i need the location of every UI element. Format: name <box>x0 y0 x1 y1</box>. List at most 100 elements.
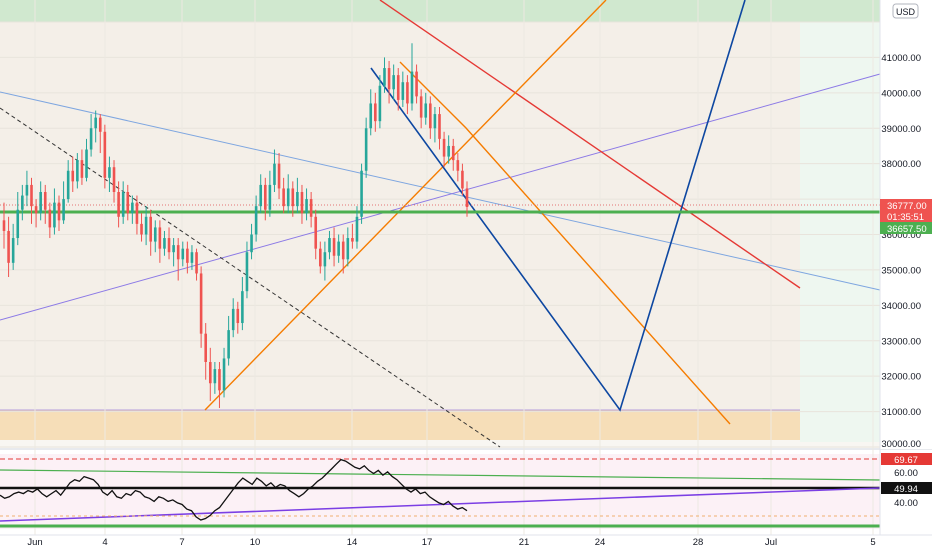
price-tick-label: 32000.00 <box>881 372 921 383</box>
candle-body <box>332 238 336 256</box>
candle-body <box>2 220 6 231</box>
candle-body <box>296 192 299 207</box>
candle-body <box>80 160 84 178</box>
candle-body <box>337 241 340 256</box>
time-label-17: 17 <box>422 537 433 548</box>
candle-body <box>195 252 198 274</box>
countdown-badge <box>880 210 932 222</box>
rsi-pane-background <box>0 454 880 529</box>
candle-body <box>135 202 139 224</box>
candle-body <box>218 369 221 391</box>
candle-body <box>89 128 93 150</box>
rsi-tick-60: 60.00 <box>894 468 918 479</box>
candle-body <box>364 128 368 171</box>
candle-body <box>227 330 230 359</box>
candle-body <box>360 170 363 217</box>
bottom-support-zone <box>0 410 800 440</box>
candle-body <box>57 202 61 221</box>
time-label-24: 24 <box>595 537 606 548</box>
candle-body <box>121 192 125 217</box>
candle-body <box>250 234 253 253</box>
rsi-line <box>0 458 468 521</box>
candle-body <box>103 131 107 178</box>
candle-body <box>62 199 65 221</box>
price-tick-label: 34000.00 <box>881 301 921 312</box>
candle-body <box>53 202 56 228</box>
candle-body <box>268 184 272 210</box>
candle-body <box>208 362 212 384</box>
candle-body <box>305 199 308 214</box>
candle-body <box>222 358 226 391</box>
candle-body <box>43 192 47 210</box>
candle-body <box>153 227 157 242</box>
candle-body <box>461 170 464 189</box>
candle-body <box>76 160 79 182</box>
price-tick-label: 41000.00 <box>881 53 921 64</box>
descending-blue-trendline <box>0 91 881 291</box>
candle-body <box>378 85 382 122</box>
candle-body <box>190 252 194 263</box>
candle-body <box>277 163 281 189</box>
candle-body <box>30 184 33 207</box>
time-label-jul: Jul <box>765 537 777 548</box>
candle-body <box>451 145 455 161</box>
candle-body <box>282 188 285 207</box>
candle-body <box>199 273 203 334</box>
price-tick-label: 38000.00 <box>881 159 921 170</box>
candle-body <box>172 245 175 253</box>
candle-body <box>396 75 400 100</box>
candle-body <box>126 192 130 214</box>
candle-body <box>346 238 350 260</box>
candle-body <box>254 206 258 235</box>
ascending-purple-trendline <box>0 73 881 321</box>
rsi-axis[interactable]: 69.67 60.00 49.94 40.00 <box>881 453 932 509</box>
candle-body <box>447 145 450 157</box>
candle-body <box>94 117 97 129</box>
candle-body <box>236 308 240 324</box>
time-label-7: 7 <box>179 537 184 548</box>
time-label-10: 10 <box>250 537 261 548</box>
candle-body <box>25 184 29 196</box>
candle-body <box>181 248 185 260</box>
top-resistance-zone <box>0 0 880 22</box>
price-tick-label: 36000.00 <box>881 230 921 241</box>
candle-body <box>319 248 322 267</box>
level-label: 36657.50 <box>887 224 927 235</box>
orange-channel-line <box>399 61 731 425</box>
candle-body <box>465 188 469 207</box>
candle-body <box>245 252 249 292</box>
blue-projection-path <box>370 0 746 412</box>
rsi-tick-40: 40.00 <box>894 498 918 509</box>
price-tick-label: 31000.00 <box>881 407 921 418</box>
rsi-green-trendline <box>0 469 881 481</box>
candle-body <box>117 192 120 217</box>
time-axis[interactable]: Jun 4 7 10 14 17 21 24 28 Jul 5 <box>0 534 932 548</box>
candle-body <box>328 238 331 253</box>
rsi-upper-badge <box>881 453 932 465</box>
candle-body <box>66 170 70 200</box>
candle-body <box>355 216 359 242</box>
currency-badge[interactable] <box>892 3 919 19</box>
candle-body <box>263 184 267 210</box>
rsi-upper-label: 69.67 <box>894 455 918 466</box>
candle-body <box>21 195 24 210</box>
candle-body <box>158 227 162 249</box>
dashed-trendline <box>0 107 501 448</box>
candle-body <box>387 68 391 90</box>
candle-body <box>48 209 52 228</box>
rsi-current-badge <box>881 482 932 494</box>
candle-body <box>112 167 116 192</box>
candle-body <box>341 241 345 260</box>
candle-body <box>204 333 208 362</box>
countdown-label: 01:35:51 <box>887 212 924 223</box>
candle-body <box>309 199 313 217</box>
candle-body <box>383 68 386 86</box>
price-tick-label: 39000.00 <box>881 124 921 135</box>
candle-body <box>140 223 143 235</box>
future-zone <box>800 22 880 442</box>
candle-body <box>149 216 152 242</box>
candle-body <box>16 209 20 239</box>
candles <box>2 43 469 409</box>
candle-body <box>419 96 423 118</box>
candle-body <box>392 75 395 90</box>
